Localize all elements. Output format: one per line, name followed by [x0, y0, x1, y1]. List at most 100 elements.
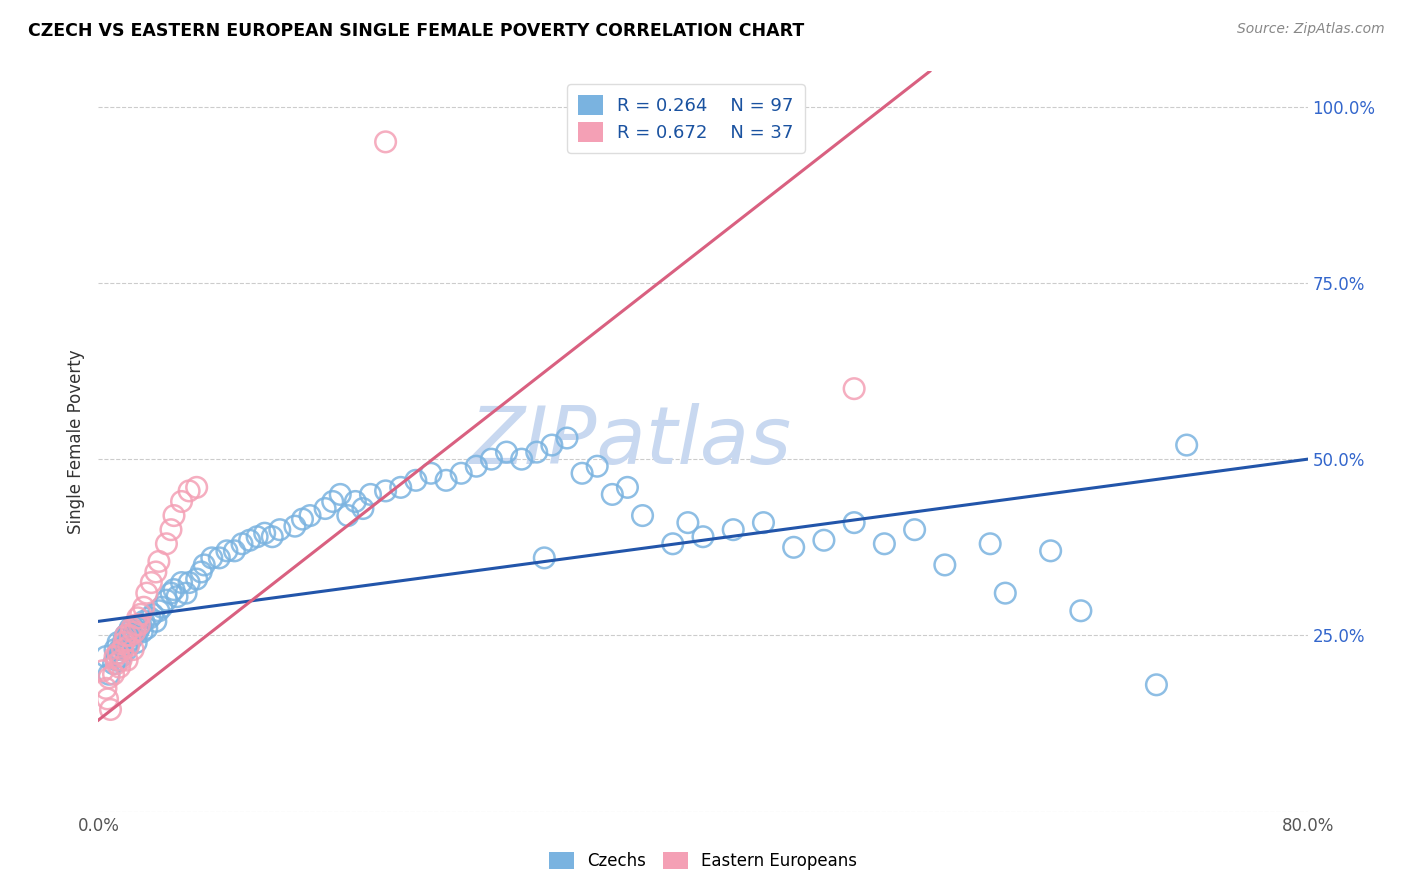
Point — [139, 611, 162, 625]
Point — [94, 649, 117, 664]
Point — [208, 550, 231, 565]
Point — [115, 642, 138, 657]
Point — [103, 657, 125, 671]
Point — [105, 657, 128, 671]
Point — [98, 667, 121, 681]
Point — [174, 586, 197, 600]
Point — [291, 512, 314, 526]
Point — [224, 544, 246, 558]
Point — [122, 628, 145, 642]
Point — [723, 523, 745, 537]
Point — [107, 635, 129, 649]
Point — [450, 467, 472, 481]
Point — [163, 508, 186, 523]
Point — [934, 558, 956, 572]
Point — [190, 565, 212, 579]
Y-axis label: Single Female Poverty: Single Female Poverty — [67, 350, 86, 533]
Point — [118, 624, 141, 639]
Point — [170, 494, 193, 508]
Point — [135, 621, 157, 635]
Point — [107, 646, 129, 660]
Point — [110, 649, 132, 664]
Point — [389, 480, 412, 494]
Point — [155, 593, 177, 607]
Point — [124, 624, 146, 639]
Point — [752, 516, 775, 530]
Text: CZECH VS EASTERN EUROPEAN SINGLE FEMALE POVERTY CORRELATION CHART: CZECH VS EASTERN EUROPEAN SINGLE FEMALE … — [28, 22, 804, 40]
Point — [104, 642, 127, 657]
Point — [121, 632, 143, 646]
Point — [269, 523, 291, 537]
Point — [262, 530, 284, 544]
Point — [661, 537, 683, 551]
Point — [314, 501, 336, 516]
Point — [110, 653, 132, 667]
Point — [111, 639, 134, 653]
Point — [336, 508, 359, 523]
Point — [322, 494, 344, 508]
Point — [120, 628, 142, 642]
Point — [98, 671, 121, 685]
Point — [510, 452, 533, 467]
Point — [112, 632, 135, 646]
Point — [586, 459, 609, 474]
Point — [540, 438, 562, 452]
Point — [533, 550, 555, 565]
Point — [128, 621, 150, 635]
Point — [104, 649, 127, 664]
Point — [844, 516, 866, 530]
Point — [122, 642, 145, 657]
Point — [125, 635, 148, 649]
Point — [526, 445, 548, 459]
Point — [111, 642, 134, 657]
Point — [132, 600, 155, 615]
Point — [108, 642, 131, 657]
Point — [94, 681, 117, 696]
Point — [979, 537, 1001, 551]
Point — [602, 487, 624, 501]
Legend: Czechs, Eastern Europeans: Czechs, Eastern Europeans — [543, 845, 863, 877]
Point — [495, 445, 517, 459]
Point — [253, 526, 276, 541]
Point — [179, 483, 201, 498]
Point — [465, 459, 488, 474]
Point — [170, 575, 193, 590]
Point — [115, 653, 138, 667]
Point — [132, 615, 155, 629]
Point — [676, 516, 699, 530]
Point — [127, 611, 149, 625]
Point — [96, 692, 118, 706]
Point — [112, 635, 135, 649]
Point — [124, 624, 146, 639]
Point — [1039, 544, 1062, 558]
Point — [127, 624, 149, 639]
Point — [434, 473, 457, 487]
Point — [125, 618, 148, 632]
Point — [246, 530, 269, 544]
Point — [481, 452, 503, 467]
Point — [114, 628, 136, 642]
Point — [344, 494, 367, 508]
Point — [160, 523, 183, 537]
Point — [179, 575, 201, 590]
Legend: R = 0.264    N = 97, R = 0.672    N = 37: R = 0.264 N = 97, R = 0.672 N = 37 — [567, 84, 804, 153]
Point — [100, 702, 122, 716]
Point — [141, 575, 163, 590]
Point — [163, 582, 186, 597]
Point — [374, 483, 396, 498]
Point — [114, 628, 136, 642]
Point — [150, 600, 173, 615]
Point — [107, 646, 129, 660]
Point — [994, 586, 1017, 600]
Point — [148, 554, 170, 568]
Point — [405, 473, 427, 487]
Point — [360, 487, 382, 501]
Point — [121, 621, 143, 635]
Point — [105, 653, 128, 667]
Point — [166, 590, 188, 604]
Point — [135, 586, 157, 600]
Text: ZIPatlas: ZIPatlas — [470, 402, 792, 481]
Point — [118, 635, 141, 649]
Point — [91, 664, 114, 678]
Text: Source: ZipAtlas.com: Source: ZipAtlas.com — [1237, 22, 1385, 37]
